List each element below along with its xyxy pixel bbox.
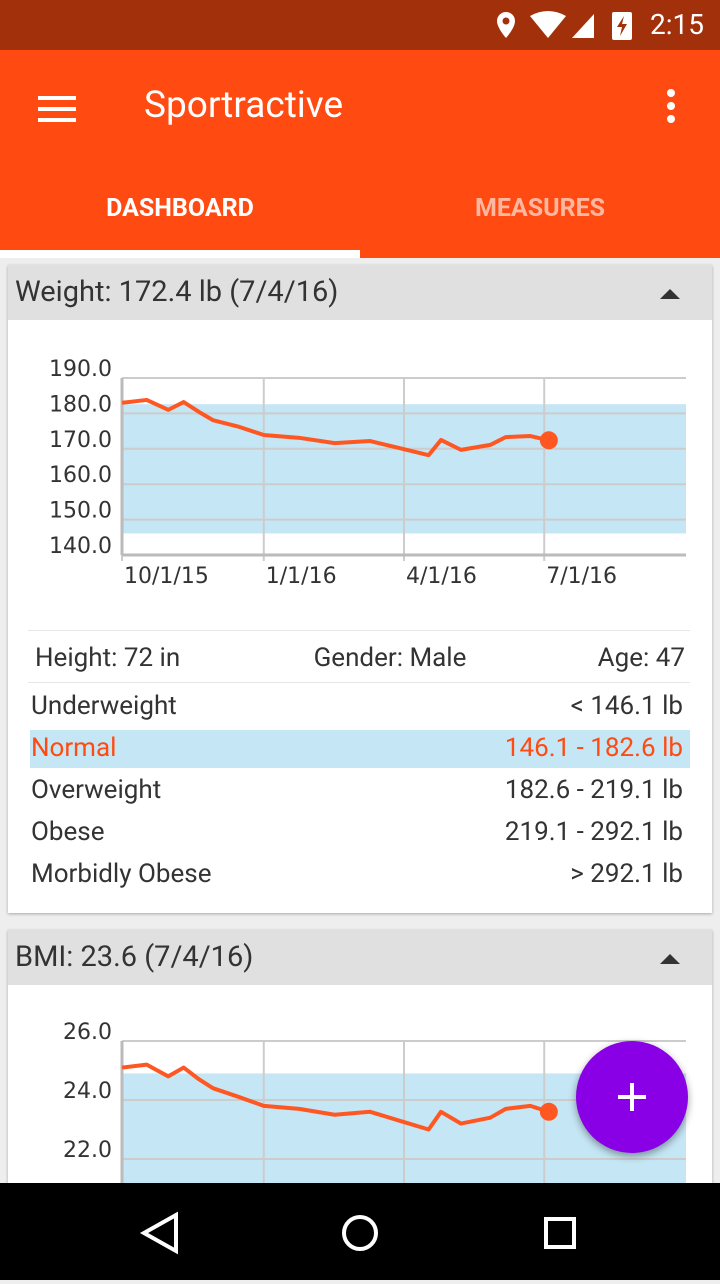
y-tick-label: 24.0 — [63, 1079, 112, 1104]
latest-point — [539, 431, 558, 450]
tab-indicator — [0, 250, 360, 258]
y-tick-label: 22.0 — [63, 1138, 112, 1163]
y-tick-label: 160.0 — [49, 463, 112, 488]
range-name: Overweight — [31, 775, 162, 805]
range-name: Normal — [31, 733, 117, 763]
tab[interactable]: MEASURES — [474, 194, 606, 223]
y-tick-label: 190.0 — [49, 357, 112, 382]
range-value: > 292.1 lb — [570, 859, 683, 889]
range-value: 182.6 - 219.1 lb — [504, 775, 683, 805]
menu-button[interactable] — [38, 96, 76, 122]
app-bar: Sportractive DASHBOARD MEASURES — [0, 50, 720, 258]
recents-button[interactable] — [544, 1217, 576, 1249]
x-tick-label: 4/1/16 — [406, 564, 477, 589]
y-tick-label: 180.0 — [49, 392, 112, 417]
add-button[interactable] — [576, 1041, 688, 1153]
status-icons — [497, 11, 632, 40]
clock: 2:15 — [650, 8, 704, 41]
y-tick-label: 170.0 — [49, 428, 112, 453]
tab[interactable]: DASHBOARD — [106, 194, 254, 223]
info: Gender: Male — [313, 643, 467, 673]
range-value: 219.1 - 292.1 lb — [504, 817, 683, 847]
app-title: Sportractive — [144, 84, 344, 127]
x-tick-label: 1/1/16 — [266, 564, 337, 589]
y-tick-label: 150.0 — [49, 499, 112, 524]
x-tick-label: 7/1/16 — [546, 564, 617, 589]
y-tick-label: 140.0 — [49, 534, 112, 559]
latest-point — [539, 1102, 558, 1121]
range-value: < 146.1 lb — [570, 691, 683, 721]
nav-buttons — [139, 1211, 576, 1255]
range-name: Morbidly Obese — [31, 859, 212, 889]
weight-card: Weight: 172.4 lb (7/4/16) Height: 72 in … — [8, 265, 712, 913]
card-header[interactable]: Weight: 172.4 lb (7/4/16) — [8, 265, 712, 320]
status-bar: 2:15 — [0, 0, 720, 50]
data-line — [121, 1062, 550, 1132]
data-line — [121, 397, 550, 458]
highlight-row — [30, 730, 690, 768]
card-title: Weight: 172.4 lb (7/4/16) — [15, 275, 339, 309]
x-tick-label: 10/1/15 — [124, 564, 209, 589]
overflow-menu[interactable] — [664, 88, 678, 124]
nav-bar — [0, 1183, 720, 1280]
card-title: BMI: 23.6 (7/4/16) — [15, 940, 254, 974]
range-name: Obese — [31, 817, 105, 847]
range-value: 146.1 - 182.6 lb — [504, 733, 683, 763]
back-button[interactable] — [139, 1211, 178, 1255]
charts: 140.0 150.0 160.0 170.0 180.0 190.0 10/1/15 1/1… — [49, 357, 686, 1183]
home-button[interactable] — [342, 1215, 378, 1251]
info: Height: 72 in — [35, 643, 181, 673]
range-name: Underweight — [31, 691, 177, 721]
y-tick-label: 26.0 — [63, 1020, 112, 1045]
info: Age: 47 — [597, 643, 685, 673]
card-header[interactable]: BMI: 23.6 (7/4/16) — [8, 930, 712, 985]
